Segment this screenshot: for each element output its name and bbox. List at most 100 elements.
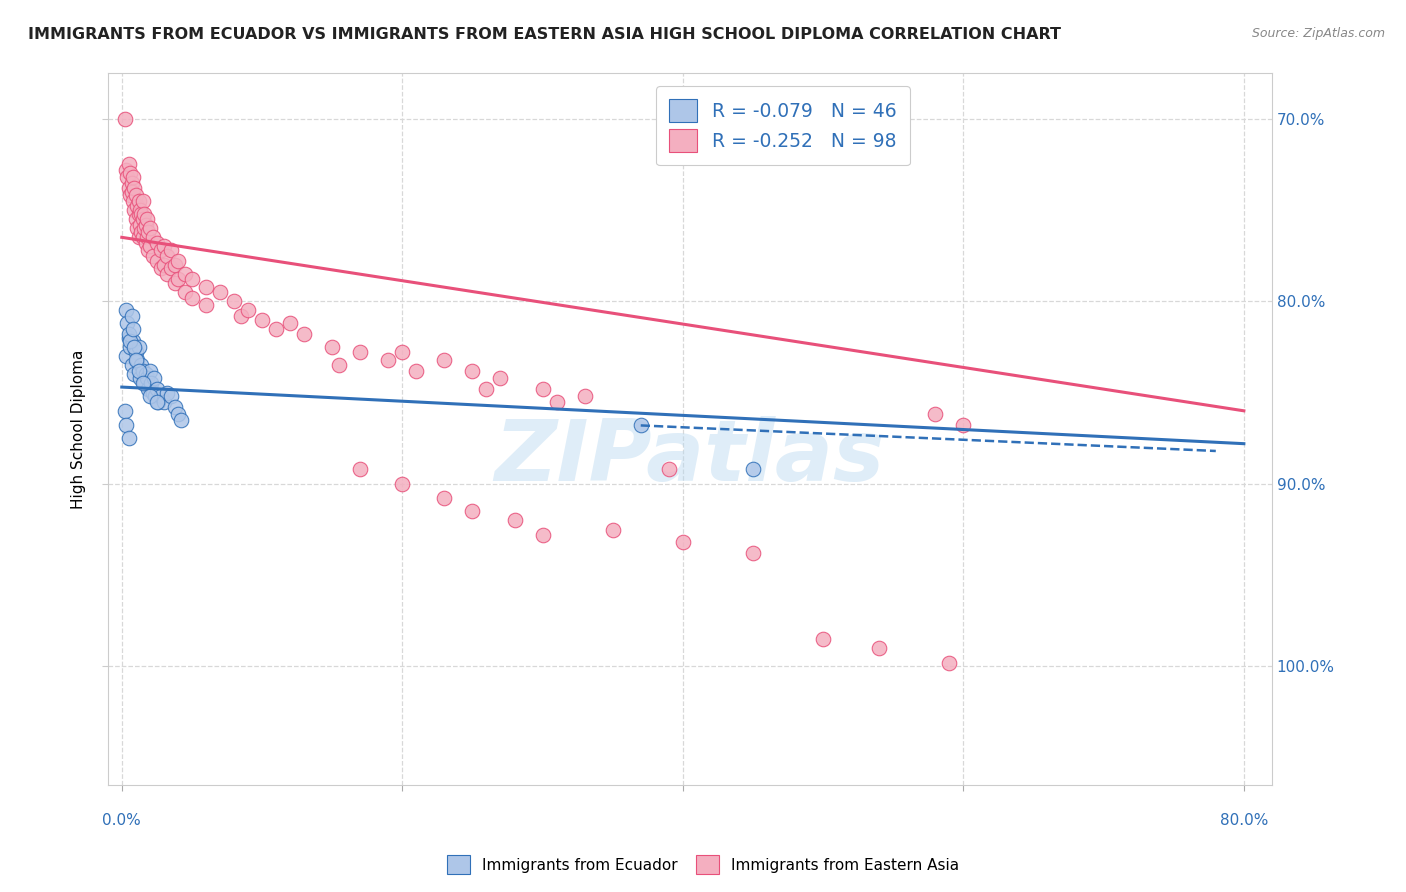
Point (349, 462, 371, 476)
Point (321, 340, 343, 354)
Point (122, 334, 145, 349)
Point (143, 371, 166, 385)
Point (160, 389, 183, 403)
Point (142, 249, 165, 263)
Point (938, 656, 960, 670)
Point (811, 632, 834, 646)
Point (250, 312, 273, 326)
Point (153, 394, 176, 409)
Point (127, 221, 149, 235)
Point (174, 285, 197, 299)
Point (194, 298, 217, 312)
Point (131, 206, 153, 220)
Point (165, 258, 187, 272)
Point (145, 389, 167, 403)
Point (121, 309, 143, 323)
Point (150, 389, 173, 403)
Point (128, 206, 150, 220)
Point (138, 243, 160, 257)
Point (115, 349, 138, 363)
Legend: Immigrants from Ecuador, Immigrants from Eastern Asia: Immigrants from Ecuador, Immigrants from… (440, 849, 966, 880)
Point (405, 364, 427, 378)
Point (139, 239, 162, 253)
Point (377, 352, 399, 367)
Point (142, 230, 165, 244)
Point (125, 352, 148, 367)
Text: Source: ZipAtlas.com: Source: ZipAtlas.com (1251, 27, 1385, 40)
Point (122, 170, 145, 185)
Point (391, 345, 413, 359)
Point (146, 394, 169, 409)
Point (121, 358, 143, 372)
Point (136, 212, 159, 227)
Point (120, 334, 142, 349)
Point (278, 316, 301, 330)
Point (118, 157, 141, 171)
Point (461, 364, 484, 378)
Point (128, 340, 150, 354)
Point (531, 528, 554, 542)
Point (181, 272, 204, 286)
Point (222, 294, 245, 309)
Point (141, 376, 163, 391)
Point (742, 462, 765, 476)
Point (142, 385, 165, 400)
Point (672, 535, 695, 549)
Point (924, 408, 946, 422)
Point (153, 239, 176, 253)
Point (125, 188, 148, 202)
Point (503, 513, 526, 527)
Point (574, 389, 596, 403)
Point (156, 385, 179, 400)
Point (121, 176, 143, 190)
Point (236, 303, 259, 318)
Point (602, 523, 624, 537)
Point (208, 285, 231, 299)
Point (181, 291, 204, 305)
Point (630, 418, 652, 433)
Point (129, 202, 152, 217)
Point (118, 181, 141, 195)
Point (546, 394, 568, 409)
Point (129, 371, 152, 385)
Point (264, 321, 287, 335)
Point (952, 418, 974, 433)
Point (120, 166, 142, 180)
Point (160, 243, 183, 257)
Point (167, 408, 190, 422)
Y-axis label: High School Diploma: High School Diploma (72, 350, 86, 508)
Point (153, 258, 176, 272)
Point (128, 230, 150, 244)
Point (349, 345, 371, 359)
Point (489, 371, 512, 385)
Point (391, 476, 413, 491)
Point (125, 345, 148, 359)
Point (139, 389, 162, 403)
Point (475, 382, 498, 396)
Point (174, 267, 197, 281)
Point (156, 249, 179, 263)
Point (134, 221, 156, 235)
Point (146, 235, 169, 250)
Point (868, 641, 890, 656)
Point (229, 309, 252, 323)
Point (128, 364, 150, 378)
Point (117, 316, 139, 330)
Point (118, 431, 141, 445)
Point (131, 225, 153, 239)
Point (135, 218, 157, 232)
Point (136, 371, 159, 385)
Point (292, 327, 315, 342)
Point (194, 279, 217, 293)
Point (117, 170, 139, 185)
Legend: R = -0.079   N = 46, R = -0.252   N = 98: R = -0.079 N = 46, R = -0.252 N = 98 (657, 86, 910, 165)
Point (115, 418, 138, 433)
Point (134, 206, 156, 220)
Point (115, 303, 138, 318)
Point (156, 267, 179, 281)
Point (461, 504, 484, 518)
Point (124, 181, 146, 195)
Point (139, 364, 162, 378)
Text: ZIPatlas: ZIPatlas (495, 416, 884, 499)
Point (124, 340, 146, 354)
